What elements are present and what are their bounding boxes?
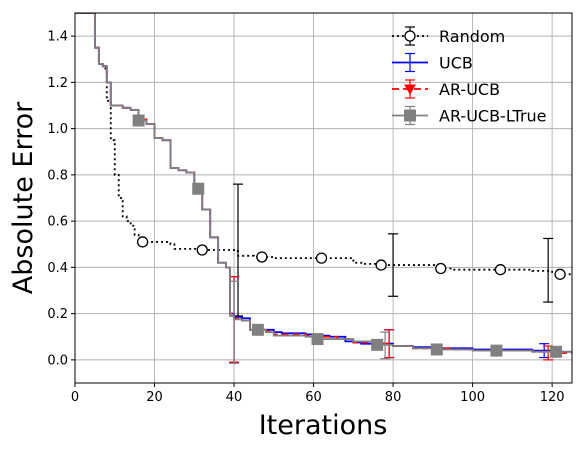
y-tick-label: 0.8 <box>47 168 68 183</box>
marker-random <box>315 252 328 264</box>
legend-item-random: Random <box>392 26 505 46</box>
marker-random <box>375 259 387 271</box>
marker-random <box>136 236 149 248</box>
y-tick-label: 1.2 <box>47 76 68 91</box>
series-random <box>75 13 572 317</box>
legend: Random UCB AR-UCB AR-UCB-LTrue <box>392 26 547 126</box>
series-ucb <box>75 13 572 363</box>
legend-item-ucb: UCB <box>392 52 473 73</box>
legend-label: AR-UCB <box>439 80 500 99</box>
legend-label: AR-UCB-LTrue <box>439 107 547 126</box>
marker-random <box>256 251 268 263</box>
legend-item-ar-ucb: AR-UCB <box>392 79 500 99</box>
y-tick-label: 0.2 <box>47 307 68 322</box>
marker-random <box>554 268 566 280</box>
x-axis-ticks: 0 20 40 60 80 100 120 <box>71 383 565 405</box>
marker-ar-ucb-ltrue <box>490 344 503 357</box>
legend-marker <box>404 30 416 42</box>
series-ar-ucb-ltrue <box>75 13 572 364</box>
y-axis-title: Absolute Error <box>8 101 39 294</box>
series-ar-ucb <box>75 13 572 363</box>
marker-ar-ucb-ltrue <box>192 182 205 195</box>
marker-ar-ucb-ltrue <box>371 338 384 351</box>
x-tick-label: 120 <box>540 390 565 405</box>
marker-random <box>435 262 447 275</box>
series-line-ar-ucb-ltrue <box>75 13 572 353</box>
x-tick-label: 40 <box>226 390 243 405</box>
legend-item-ar-ucb-ltrue: AR-UCB-LTrue <box>392 105 547 126</box>
legend-label: UCB <box>439 54 473 73</box>
y-tick-label: 1.4 <box>47 30 68 45</box>
series-line-ar-ucb <box>75 13 572 354</box>
grid <box>74 13 572 383</box>
marker-ar-ucb-ltrue <box>550 345 563 358</box>
x-axis-title: Iterations <box>259 410 388 441</box>
x-tick-label: 0 <box>71 390 79 405</box>
y-axis-ticks: 0.0 0.2 0.4 0.6 0.8 1.0 1.2 1.4 <box>47 30 75 368</box>
series-line-random <box>75 13 572 276</box>
series-line-ucb <box>75 13 572 353</box>
marker-ar-ucb-ltrue <box>430 343 443 356</box>
legend-marker <box>404 84 416 96</box>
marker-ar-ucb-ltrue <box>132 114 145 127</box>
y-tick-label: 0.6 <box>47 215 68 230</box>
marker-random <box>494 264 507 276</box>
x-tick-label: 100 <box>460 390 485 405</box>
y-tick-label: 0.0 <box>47 353 68 368</box>
legend-label: Random <box>439 27 505 46</box>
x-tick-label: 20 <box>146 390 163 405</box>
x-tick-label: 60 <box>305 390 322 405</box>
marker-ar-ucb-ltrue <box>311 333 324 346</box>
marker-ar-ucb-ltrue <box>251 323 264 336</box>
y-tick-label: 1.0 <box>47 122 68 137</box>
series-layer <box>75 13 572 364</box>
y-tick-label: 0.4 <box>47 261 68 276</box>
legend-marker <box>404 109 416 122</box>
plot-frame <box>74 12 573 384</box>
x-tick-label: 80 <box>385 390 402 405</box>
marker-random <box>196 244 208 256</box>
